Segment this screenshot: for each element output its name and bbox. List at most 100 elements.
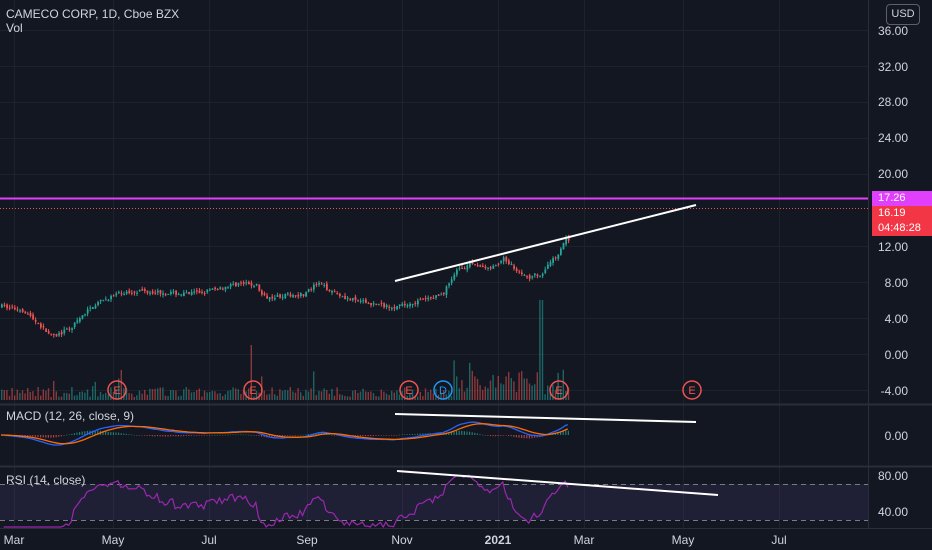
time-axis-label: Jul: [771, 533, 786, 547]
candle-body: [107, 300, 110, 302]
macd-histogram-bar: [336, 435, 338, 436]
volume-bar: [300, 392, 302, 400]
candle-body: [450, 279, 453, 284]
macd-histogram-bar: [385, 435, 387, 436]
candle-body: [445, 286, 448, 295]
candle-body: [115, 293, 118, 296]
macd-histogram-bar: [37, 435, 39, 438]
macd-histogram-bar: [154, 435, 156, 437]
candle-body: [198, 290, 201, 293]
volume-bar: [378, 396, 380, 400]
macd-histogram-bar: [224, 434, 226, 436]
macd-histogram-bar: [562, 431, 564, 435]
volume-bar: [203, 390, 206, 400]
earnings-marker-label: E: [249, 385, 256, 397]
volume-bar: [419, 391, 421, 400]
candle-body: [144, 289, 146, 291]
candle-body: [492, 265, 495, 269]
candle-body: [357, 300, 359, 302]
earnings-marker[interactable]: E: [682, 380, 702, 400]
macd-histogram-bar: [232, 434, 234, 436]
macd-histogram-bar: [97, 430, 99, 435]
candle-body: [40, 323, 42, 328]
volume-bar: [42, 389, 44, 400]
earnings-marker[interactable]: E: [107, 380, 127, 400]
macd-histogram-bar: [414, 434, 416, 435]
volume-bar: [365, 391, 367, 400]
macd-histogram-bar: [73, 433, 75, 435]
volume-bar: [216, 393, 219, 400]
candle-body: [565, 237, 567, 245]
candle-body: [63, 329, 66, 334]
candle-body: [79, 318, 81, 322]
candle-body: [323, 284, 326, 286]
macd-histogram-bar: [354, 435, 356, 437]
macd-title[interactable]: MACD (12, 26, close, 9): [6, 409, 135, 423]
candle-body: [21, 309, 24, 312]
candle-body: [66, 328, 68, 330]
volume-bar: [255, 390, 258, 400]
candle-body: [378, 304, 380, 306]
volume-bar: [102, 394, 104, 400]
macd-histogram-bar: [419, 433, 421, 435]
volume-bar: [201, 396, 203, 400]
volume-bar: [138, 390, 141, 400]
earnings-marker-label: E: [688, 385, 695, 397]
candle-body: [398, 304, 401, 307]
macd-histogram-bar: [362, 435, 364, 437]
currency-button[interactable]: USD: [886, 4, 920, 25]
candle-body: [242, 282, 245, 284]
candle-body: [188, 291, 190, 294]
volume-bar: [326, 390, 328, 400]
volume-bar: [214, 391, 216, 400]
earnings-marker[interactable]: E: [399, 380, 419, 400]
macd-histogram-bar: [305, 434, 307, 436]
volume-bar: [370, 391, 372, 400]
candle-body: [521, 272, 523, 275]
time-axis-label: Nov: [391, 533, 412, 547]
macd-histogram-bar: [326, 433, 328, 435]
volume-bar: [235, 388, 237, 400]
candle-body: [131, 292, 133, 294]
volume-label[interactable]: Vol: [6, 21, 23, 35]
macd-histogram-bar: [471, 432, 473, 435]
macd-histogram-bar: [32, 435, 34, 437]
volume-bar: [367, 392, 369, 400]
macd-histogram-bar: [396, 435, 398, 436]
macd-histogram-bar: [489, 435, 491, 437]
trendline-macd[interactable]: [394, 413, 697, 423]
macd-histogram-bar: [58, 435, 60, 437]
volume-bar: [513, 381, 515, 400]
volume-bar: [567, 387, 570, 400]
volume-bar: [66, 392, 68, 400]
trendline-price[interactable]: [394, 204, 697, 282]
rsi-title[interactable]: RSI (14, close): [6, 473, 86, 487]
rsi-axis-label: 80.00: [878, 469, 908, 483]
earnings-marker[interactable]: E: [549, 380, 569, 400]
candle-body: [8, 307, 11, 309]
macd-histogram-bar: [435, 433, 437, 435]
macd-histogram-bar: [123, 433, 125, 435]
candle-body: [214, 287, 216, 290]
macd-histogram-bar: [42, 435, 44, 438]
macd-histogram-bar: [185, 435, 187, 436]
macd-histogram-bar: [177, 435, 179, 437]
time-axis-label: 2021: [485, 533, 512, 547]
macd-histogram-bar: [502, 435, 504, 436]
volume-bar: [55, 391, 57, 400]
volume-bar: [16, 389, 18, 400]
earnings-marker[interactable]: E: [243, 380, 263, 400]
macd-histogram-bar: [84, 431, 86, 435]
candle-body: [157, 290, 159, 293]
macd-histogram-bar: [333, 435, 335, 436]
candle-body: [237, 283, 240, 286]
time-axis-label: May: [102, 533, 125, 547]
dividend-marker[interactable]: D: [433, 380, 453, 400]
macd-histogram-bar: [209, 435, 211, 436]
trendline-rsi[interactable]: [396, 470, 719, 496]
macd-histogram-bar: [294, 435, 296, 436]
volume-bar: [549, 392, 551, 400]
symbol-title[interactable]: CAMECO CORP, 1D, Cboe BZX: [6, 7, 180, 21]
macd-histogram-bar: [287, 435, 289, 436]
